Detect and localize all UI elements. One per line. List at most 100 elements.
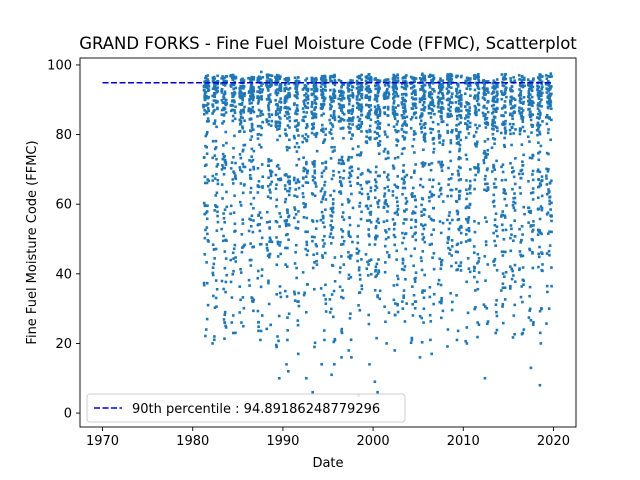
data-point [213,147,217,151]
data-point [213,338,216,342]
data-point [320,210,324,214]
data-point [511,336,515,339]
data-point [377,258,380,261]
data-point [387,93,391,96]
data-point [366,260,369,264]
data-point [342,218,346,221]
data-point [221,77,225,80]
data-point [337,78,341,82]
data-point [274,75,277,79]
data-point [548,116,551,119]
data-point [510,89,513,92]
data-point [337,97,340,101]
data-point [211,94,214,98]
data-point [349,173,352,177]
data-point [500,250,504,253]
data-point [473,166,477,170]
data-point [482,151,486,155]
data-point [293,262,297,265]
data-point [448,252,451,255]
data-point [396,156,400,159]
data-point [508,128,512,132]
data-point [467,239,470,242]
data-point [540,268,544,272]
data-point [249,89,253,92]
data-point [232,211,236,215]
data-point [302,169,306,173]
data-point [458,149,461,153]
data-point [495,106,499,110]
data-point [279,101,283,104]
data-point [376,123,380,126]
data-point [464,339,467,343]
data-point [304,99,307,102]
data-point [376,295,379,299]
data-point [419,97,422,101]
data-point [224,290,227,294]
data-point [387,178,390,182]
data-point [267,255,271,259]
data-point [430,194,434,198]
data-point [410,336,414,340]
data-point [203,112,206,116]
data-point [376,217,380,221]
data-point [538,101,542,104]
data-point [521,120,525,123]
data-point [393,235,397,239]
data-point [241,116,244,120]
data-point [279,97,282,100]
data-point [223,310,227,314]
data-point [275,345,278,349]
data-point [482,158,486,162]
data-point [454,128,458,131]
data-point [500,114,503,117]
data-point [302,110,306,114]
data-point [540,82,543,86]
data-point [257,108,261,112]
data-point [205,181,209,185]
data-point [396,79,400,83]
data-point [483,216,487,219]
data-point [467,206,471,209]
data-point [243,165,247,169]
data-point [373,111,377,115]
data-point [540,104,544,108]
data-point [313,108,316,112]
data-point [395,130,398,134]
data-point [360,73,363,77]
data-point [220,89,223,92]
data-point [383,111,386,114]
data-point [232,170,235,174]
data-point [202,156,206,159]
data-point [292,134,296,138]
data-point [502,84,506,88]
data-point [238,130,241,134]
data-point [296,300,300,303]
data-point [414,89,417,92]
data-point [483,178,487,181]
data-point [405,82,408,85]
data-point [203,96,207,100]
data-point [220,113,224,116]
data-point [265,327,269,331]
data-point [202,281,206,285]
data-point [459,269,463,272]
data-point [232,146,235,150]
data-point [492,107,495,111]
data-point [457,157,460,161]
data-point [383,170,386,174]
data-point [531,113,534,117]
data-point [530,156,534,160]
data-point [427,104,431,108]
data-point [547,191,550,194]
data-point [383,270,387,274]
data-point [548,104,552,108]
data-point [287,370,290,373]
data-point [482,106,485,109]
data-point [269,169,272,173]
data-point [355,80,359,84]
data-point [321,123,324,127]
data-point [521,233,524,236]
data-point [465,342,469,345]
chart-title: GRAND FORKS - Fine Fuel Moisture Code (F… [79,34,577,53]
